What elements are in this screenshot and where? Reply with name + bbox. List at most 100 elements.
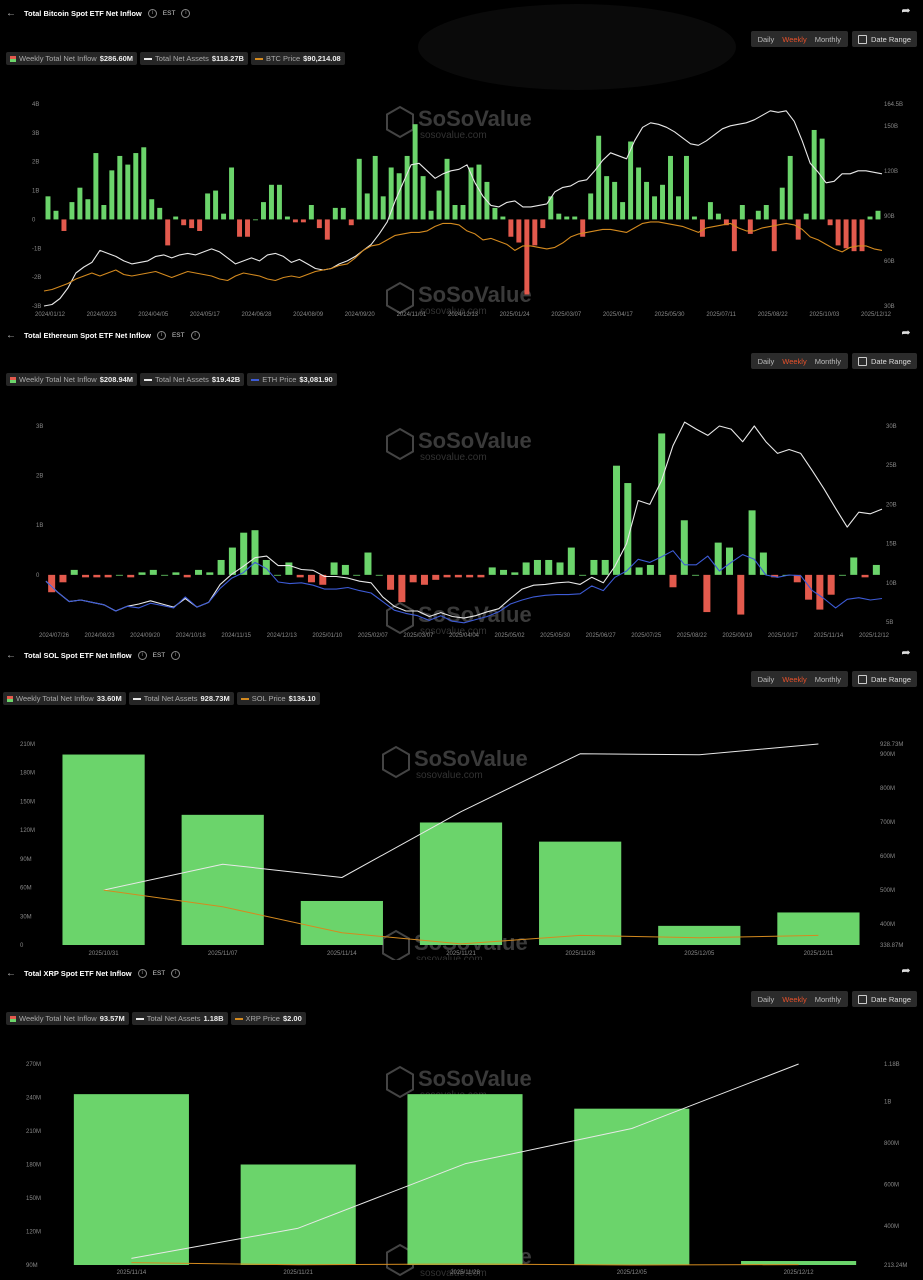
legend-price-value: $90,214.08 — [303, 54, 341, 63]
weekly-tab[interactable]: Weekly — [782, 674, 807, 684]
watermark-url: sosovalue.com — [420, 306, 487, 317]
legend-inflow-value: 33.60M — [96, 694, 122, 703]
back-arrow-icon[interactable]: ← — [6, 967, 16, 979]
info-icon[interactable]: i — [137, 650, 147, 660]
x-tick-label: 2024/05/17 — [190, 312, 221, 318]
legend-assets-value: 928.73M — [200, 694, 230, 703]
legend-inflow[interactable]: Weekly Total Net Inflow 93.57M — [6, 1012, 129, 1025]
bar — [574, 1108, 690, 1265]
date-range-button[interactable]: Date Range — [851, 991, 917, 1007]
bar — [867, 216, 873, 220]
bar — [77, 187, 83, 220]
bar — [73, 1094, 189, 1265]
weekly-tab[interactable]: Weekly — [782, 994, 807, 1004]
share-icon[interactable]: ➦ — [901, 327, 911, 339]
date-range-label: Date Range — [870, 356, 911, 366]
legend-assets[interactable]: Total Net Assets $19.42B — [140, 373, 245, 386]
sol-timezone[interactable]: EST — [152, 651, 166, 659]
assets-line — [43, 110, 883, 307]
legend-inflow-label: Weekly Total Net Inflow — [19, 54, 97, 63]
date-range-button[interactable]: Date Range — [851, 31, 917, 47]
sol-chart[interactable]: SoSoValuesosovalue.comSoSoValuesosovalue… — [0, 642, 923, 960]
y-tick-label: 0 — [32, 217, 36, 223]
x-tick-label: 2025/10/31 — [89, 951, 120, 957]
weekly-tab[interactable]: Weekly — [782, 356, 807, 366]
bar — [819, 138, 825, 220]
eth-chart[interactable]: SoSoValuesosovalue.comSoSoValuesosovalue… — [0, 322, 923, 642]
monthly-tab[interactable]: Monthly — [814, 994, 841, 1004]
x-tick-label: 2024/08/09 — [293, 312, 324, 318]
weekly-tab[interactable]: Weekly — [782, 34, 807, 44]
legend-inflow[interactable]: Weekly Total Net Inflow $208.94M — [6, 373, 138, 386]
x-tick-label: 2025/04/17 — [603, 312, 634, 318]
bar — [516, 219, 522, 243]
y-tick-label: 3B — [32, 131, 39, 137]
btc-chart[interactable]: SoSoValuesosovalue.comSoSoValuesosovalue… — [0, 0, 923, 322]
legend-price[interactable]: SOL Price $136.10 — [236, 692, 320, 705]
bar — [240, 1164, 356, 1265]
x-tick-label: 2025/12/12 — [784, 1270, 815, 1276]
back-arrow-icon[interactable]: ← — [6, 329, 16, 341]
btc-timezone[interactable]: EST — [162, 9, 176, 17]
bar — [669, 574, 677, 588]
bar — [620, 202, 626, 220]
legend-assets[interactable]: Total Net Assets 928.73M — [128, 692, 234, 705]
bar — [181, 219, 187, 226]
monthly-tab[interactable]: Monthly — [814, 356, 841, 366]
legend-price[interactable]: BTC Price $90,214.08 — [250, 52, 345, 65]
share-icon[interactable]: ➦ — [901, 647, 911, 659]
bar — [436, 190, 442, 220]
info-icon[interactable]: i — [137, 968, 147, 978]
xrp-chart[interactable]: SoSoValuesosovalue.comSoSoValuesosovalue… — [0, 960, 923, 1280]
info-icon[interactable]: i — [181, 8, 191, 18]
bar-swatch-icon — [10, 376, 16, 383]
x-tick-label: 2025/12/12 — [861, 312, 892, 318]
bar — [353, 574, 361, 576]
bar — [332, 207, 338, 220]
legend-assets[interactable]: Total Net Assets $118.27B — [140, 52, 248, 65]
info-icon[interactable]: i — [147, 8, 157, 18]
monthly-tab[interactable]: Monthly — [814, 34, 841, 44]
date-range-button[interactable]: Date Range — [851, 671, 917, 687]
bar — [284, 216, 290, 220]
bar — [725, 547, 733, 575]
back-arrow-icon[interactable]: ← — [6, 649, 16, 661]
line-swatch-icon — [251, 378, 260, 381]
y-tick-label: 240M — [26, 1096, 41, 1102]
legend-price[interactable]: ETH Price $3,081.90 — [247, 373, 337, 386]
daily-tab[interactable]: Daily — [757, 356, 775, 366]
btc-header: ← Total Bitcoin Spot ETF Net Inflow i ES… — [4, 4, 191, 22]
legend-inflow[interactable]: Weekly Total Net Inflow $286.60M — [6, 52, 138, 65]
bar — [508, 219, 514, 237]
legend-inflow[interactable]: Weekly Total Net Inflow 33.60M — [3, 692, 126, 705]
legend-price[interactable]: XRP Price $2.00 — [230, 1012, 306, 1025]
bar — [652, 196, 658, 220]
watermark-url: sosovalue.com — [420, 1268, 487, 1279]
legend-assets[interactable]: Total Net Assets 1.18B — [131, 1012, 228, 1025]
watermark-brand: SoSoValue — [414, 746, 528, 771]
sol-legend: Weekly Total Net Inflow 33.60M Total Net … — [3, 692, 320, 705]
bar — [165, 219, 171, 246]
daily-tab[interactable]: Daily — [757, 994, 775, 1004]
bar — [612, 181, 618, 220]
info-icon[interactable]: i — [190, 330, 200, 340]
info-icon[interactable]: i — [171, 650, 181, 660]
share-icon[interactable]: ➦ — [901, 965, 911, 977]
daily-tab[interactable]: Daily — [757, 34, 775, 44]
bar — [747, 219, 753, 234]
back-arrow-icon[interactable]: ← — [6, 7, 16, 19]
bar — [53, 210, 59, 220]
date-range-button[interactable]: Date Range — [851, 353, 917, 369]
bar — [240, 532, 248, 575]
monthly-tab[interactable]: Monthly — [814, 674, 841, 684]
eth-timezone[interactable]: EST — [171, 331, 185, 339]
daily-tab[interactable]: Daily — [757, 674, 775, 684]
xrp-timezone[interactable]: EST — [152, 969, 166, 977]
bar — [771, 219, 777, 252]
bar — [85, 199, 91, 220]
share-icon[interactable]: ➦ — [901, 5, 911, 17]
x-tick-label: 2024/09/20 — [130, 633, 161, 639]
info-icon[interactable]: i — [156, 330, 166, 340]
info-icon[interactable]: i — [171, 968, 181, 978]
